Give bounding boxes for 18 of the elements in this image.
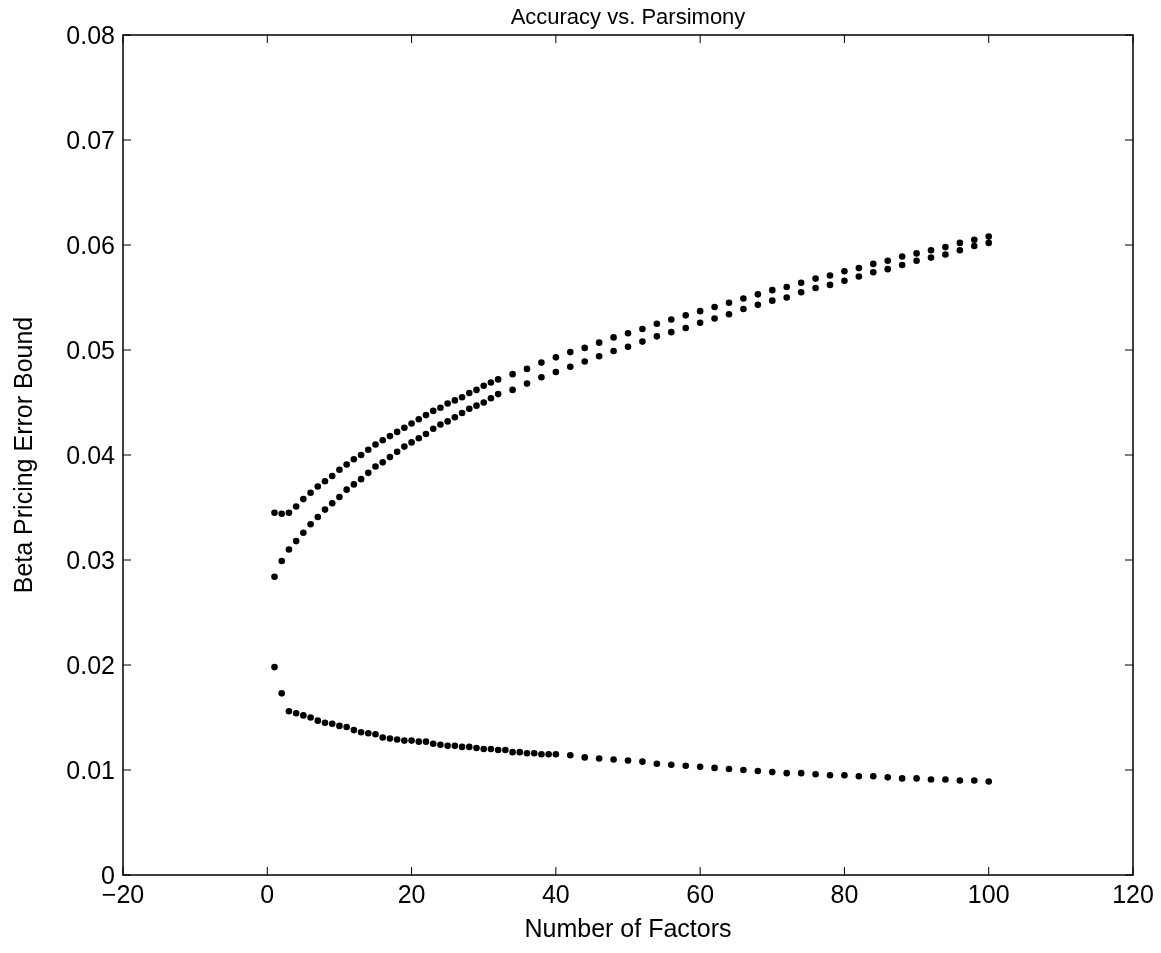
x-tick-label: 40 [541,880,570,908]
y-axis-title: Beta Pricing Error Bound [9,316,37,594]
y-tick-label: 0.04 [66,440,116,469]
y-tick-label: 0.06 [66,230,115,259]
y-tick-label: 0.02 [66,650,115,679]
x-axis-title: Number of Factors [524,914,732,942]
x-tick-label: 20 [397,880,426,908]
x-tick-label: 80 [830,880,859,908]
x-tick-label: 120 [1112,880,1154,908]
x-tick-label: 0 [260,880,275,908]
y-tick-label: 0.05 [66,335,115,364]
x-tick-label: 60 [686,880,715,908]
y-tick-label: 0.07 [66,125,115,154]
y-tick-label: 0.03 [66,545,115,574]
chart-title: Accuracy vs. Parsimony [510,4,746,29]
x-tick-label: 100 [967,880,1010,908]
y-tick-label: 0.01 [66,755,115,784]
y-tick-label: 0.08 [66,20,115,49]
